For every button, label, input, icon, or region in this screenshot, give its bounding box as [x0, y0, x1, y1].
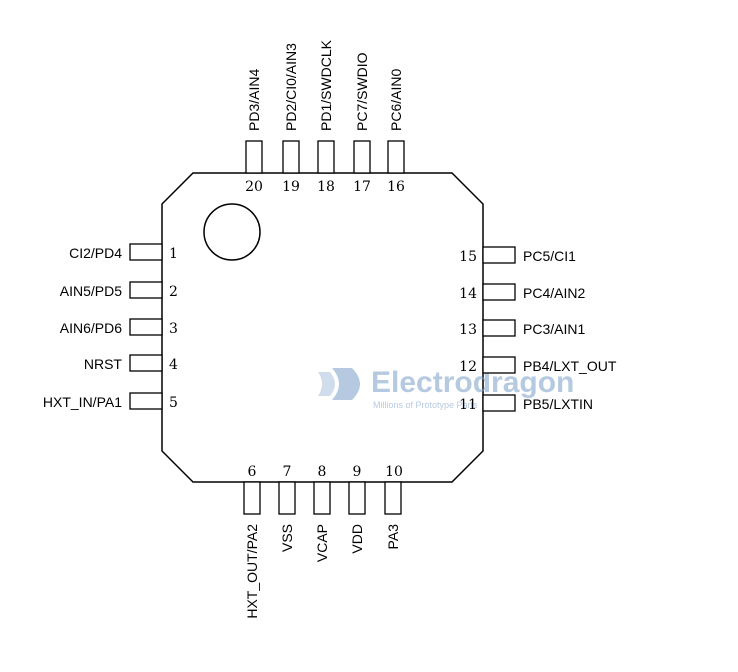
pin-label-5: HXT_IN/PA1 — [43, 394, 122, 410]
pin-pad-5 — [129, 392, 163, 410]
pin-pad-4 — [129, 354, 163, 372]
pin-pad-7 — [278, 481, 296, 515]
pin-label-15: PC5/CI1 — [523, 248, 576, 264]
bottom-pins: 6 7 8 9 10 HXT_OUT/PA2 VSS VCAP VDD PA3 — [243, 464, 403, 619]
pin-number-7: 7 — [283, 464, 292, 480]
pin-pad-13 — [482, 319, 516, 337]
top-pins: 20 19 18 17 16 PD3/AIN4 PD2/CI0/AIN3 PD1… — [245, 39, 405, 195]
pin-label-6: HXT_OUT/PA2 — [244, 524, 260, 619]
pin-pad-1 — [129, 243, 163, 261]
watermark-logo-icon — [332, 368, 360, 400]
pin-label-9: VDD — [349, 524, 365, 554]
pin-number-20: 20 — [245, 179, 263, 195]
pin-pad-6 — [243, 481, 261, 515]
pin-label-11: PB5/LXTIN — [523, 396, 593, 412]
pin-label-17: PC7/SWDIO — [354, 52, 370, 131]
pin-pad-19 — [282, 140, 300, 174]
pin-pad-12 — [482, 356, 516, 374]
pin-number-18: 18 — [317, 179, 335, 195]
pin-pad-20 — [245, 140, 263, 174]
chip-body — [161, 172, 484, 483]
pin-label-14: PC4/AIN2 — [523, 285, 585, 301]
pin-pad-2 — [129, 281, 163, 299]
pin-number-15: 15 — [459, 249, 477, 265]
pin-label-8: VCAP — [314, 524, 330, 562]
watermark-logo-icon-inner — [318, 372, 335, 396]
watermark-subtitle: Millions of Prototype Parts — [373, 400, 478, 410]
right-pins: 15 14 13 12 11 PC5/CI1 PC4/AIN2 PC3/AIN1… — [459, 246, 617, 413]
left-pins: 1 2 3 4 5 CI2/PD4 AIN5/PD5 AIN6/PD6 NRST… — [43, 243, 178, 411]
pin-label-3: AIN6/PD6 — [60, 320, 122, 336]
pin-label-18: PD1/SWDCLK — [318, 39, 334, 131]
pin-pad-11 — [482, 394, 516, 412]
pin-label-19: PD2/CI0/AIN3 — [283, 43, 299, 131]
pin-pad-18 — [317, 140, 335, 174]
pin-pad-3 — [129, 318, 163, 336]
pin-number-19: 19 — [282, 179, 300, 195]
pin-label-16: PC6/AIN0 — [388, 69, 404, 131]
pin-pad-16 — [387, 140, 405, 174]
pin-number-17: 17 — [353, 179, 371, 195]
pin-pad-8 — [313, 481, 331, 515]
pin-number-3: 3 — [169, 321, 178, 337]
watermark: Electrodragon Millions of Prototype Part… — [318, 366, 574, 410]
pin-label-10: PA3 — [385, 524, 401, 550]
pin-label-4: NRST — [84, 356, 123, 372]
pin-number-11: 11 — [459, 397, 477, 413]
pin-number-4: 4 — [169, 357, 178, 373]
pin-label-20: PD3/AIN4 — [246, 69, 262, 131]
pin1-indicator — [203, 203, 261, 261]
pin-label-1: CI2/PD4 — [69, 245, 122, 261]
pin-number-16: 16 — [387, 179, 405, 195]
pin-label-13: PC3/AIN1 — [523, 321, 585, 337]
pin-number-13: 13 — [459, 322, 477, 338]
watermark-title: Electrodragon — [371, 366, 574, 399]
pin-pad-10 — [384, 481, 402, 515]
pin-pad-17 — [353, 140, 371, 174]
pin-pad-14 — [482, 283, 516, 301]
pin-label-7: VSS — [279, 524, 295, 552]
pin-number-14: 14 — [459, 286, 477, 302]
pin-label-12: PB4/LXT_OUT — [523, 358, 617, 374]
pin-number-5: 5 — [169, 395, 178, 411]
pin-label-2: AIN5/PD5 — [60, 283, 122, 299]
pin-number-9: 9 — [353, 464, 362, 480]
pin-number-6: 6 — [248, 464, 257, 480]
pin-number-12: 12 — [459, 359, 477, 375]
pin-number-2: 2 — [169, 284, 178, 300]
pin-pad-15 — [482, 246, 516, 264]
pin-number-1: 1 — [169, 246, 178, 262]
pin-pad-9 — [348, 481, 366, 515]
pin-number-8: 8 — [318, 464, 327, 480]
pin-number-10: 10 — [385, 464, 403, 480]
